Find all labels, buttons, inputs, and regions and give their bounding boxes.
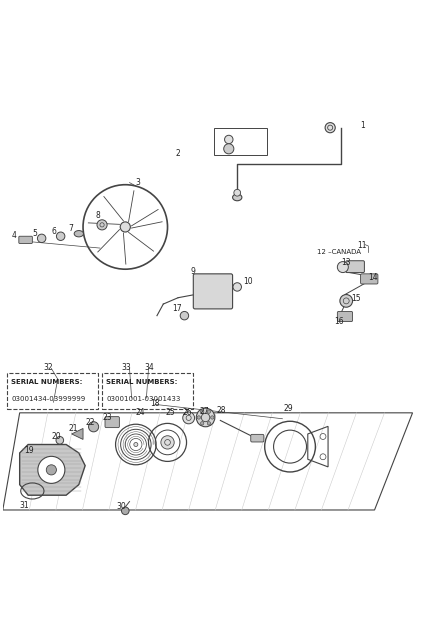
Text: 12 –CANADA: 12 –CANADA xyxy=(318,249,362,255)
Text: 34: 34 xyxy=(144,363,154,372)
Circle shape xyxy=(197,416,200,419)
Text: SERIAL NUMBERS:: SERIAL NUMBERS: xyxy=(11,379,83,385)
Circle shape xyxy=(161,436,174,449)
Polygon shape xyxy=(71,428,83,439)
Circle shape xyxy=(97,220,107,230)
Text: 5: 5 xyxy=(33,229,37,238)
Circle shape xyxy=(233,283,241,291)
Text: 20: 20 xyxy=(51,432,61,441)
Text: 14: 14 xyxy=(368,273,378,282)
Circle shape xyxy=(224,144,234,154)
Text: 30: 30 xyxy=(117,502,127,511)
Circle shape xyxy=(56,437,64,444)
Text: 23: 23 xyxy=(102,413,112,422)
Text: 22: 22 xyxy=(85,417,95,426)
Text: 7: 7 xyxy=(68,223,73,232)
Circle shape xyxy=(180,312,189,320)
Polygon shape xyxy=(20,444,85,495)
Circle shape xyxy=(196,408,215,427)
Text: 17: 17 xyxy=(172,303,181,312)
Text: 29: 29 xyxy=(284,404,293,413)
FancyBboxPatch shape xyxy=(360,274,378,284)
Text: 1: 1 xyxy=(360,120,365,129)
Circle shape xyxy=(337,261,348,272)
Text: 33: 33 xyxy=(121,363,131,372)
Text: 9: 9 xyxy=(191,267,196,276)
Bar xyxy=(214,128,267,155)
Text: 4: 4 xyxy=(11,231,16,240)
Text: 26: 26 xyxy=(182,408,192,417)
Circle shape xyxy=(134,442,138,446)
Text: 28: 28 xyxy=(216,406,226,415)
Text: 11: 11 xyxy=(358,242,367,251)
Circle shape xyxy=(207,422,211,425)
Text: 27: 27 xyxy=(199,407,209,416)
Circle shape xyxy=(183,412,195,424)
Circle shape xyxy=(325,122,335,133)
FancyBboxPatch shape xyxy=(251,434,264,442)
Text: 15: 15 xyxy=(351,294,361,303)
Text: 13: 13 xyxy=(341,258,351,267)
Text: 16: 16 xyxy=(334,317,344,327)
FancyBboxPatch shape xyxy=(19,236,33,243)
Circle shape xyxy=(211,416,214,419)
Text: 6: 6 xyxy=(51,227,56,236)
Text: 18: 18 xyxy=(151,399,160,408)
FancyBboxPatch shape xyxy=(346,261,364,272)
Circle shape xyxy=(122,507,129,515)
Text: 03001434-03999999: 03001434-03999999 xyxy=(11,396,86,402)
Text: 24: 24 xyxy=(136,408,146,417)
FancyBboxPatch shape xyxy=(337,312,353,321)
Text: 25: 25 xyxy=(165,408,175,417)
Text: 2: 2 xyxy=(176,149,181,158)
Circle shape xyxy=(46,465,56,475)
Circle shape xyxy=(38,457,65,484)
Circle shape xyxy=(89,422,99,432)
Ellipse shape xyxy=(74,231,83,237)
Text: 19: 19 xyxy=(24,446,33,455)
Circle shape xyxy=(200,422,204,425)
Circle shape xyxy=(207,410,211,413)
Circle shape xyxy=(200,410,204,413)
Text: 8: 8 xyxy=(96,211,101,220)
Bar xyxy=(7,373,98,408)
Text: 31: 31 xyxy=(20,501,29,510)
Ellipse shape xyxy=(232,194,242,201)
FancyBboxPatch shape xyxy=(193,274,232,309)
Circle shape xyxy=(320,454,326,460)
Circle shape xyxy=(320,433,326,439)
Circle shape xyxy=(120,222,131,232)
FancyBboxPatch shape xyxy=(105,417,119,428)
Circle shape xyxy=(340,294,353,307)
Circle shape xyxy=(225,135,233,144)
Text: 3: 3 xyxy=(136,178,141,187)
Text: 32: 32 xyxy=(43,363,53,372)
Bar xyxy=(102,373,193,408)
Text: 21: 21 xyxy=(68,424,78,433)
Circle shape xyxy=(37,234,46,243)
Circle shape xyxy=(234,189,241,196)
Text: 03001001-03001433: 03001001-03001433 xyxy=(106,396,181,402)
Circle shape xyxy=(56,232,65,240)
Text: 10: 10 xyxy=(244,278,253,287)
Text: SERIAL NUMBERS:: SERIAL NUMBERS: xyxy=(106,379,178,385)
